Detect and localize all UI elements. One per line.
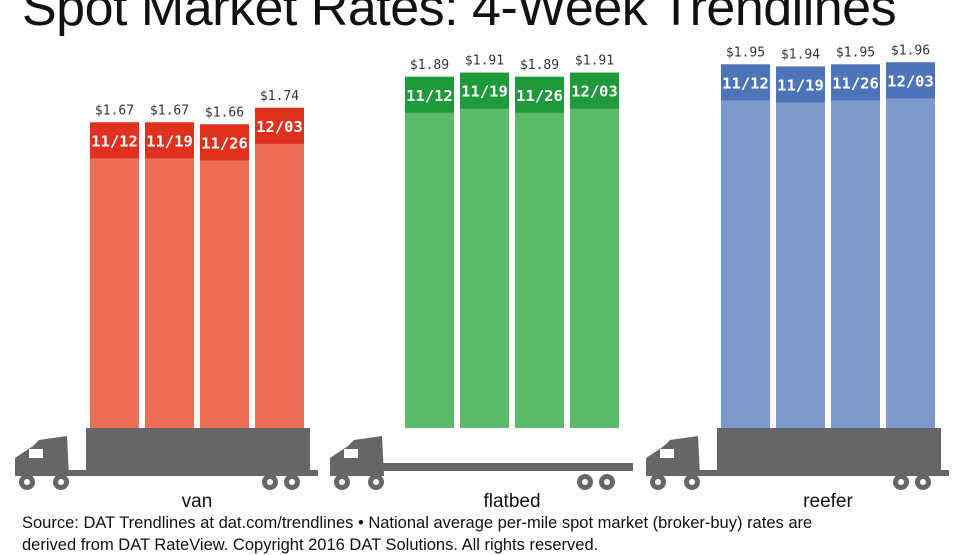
van-date-label: 12/03 (256, 118, 303, 136)
reefer-chassis-icon (696, 470, 949, 476)
reefer-bar-date-box (721, 64, 770, 101)
van-bar-date-box (200, 124, 249, 161)
reefer-value-label: $1.95 (726, 45, 765, 60)
van-bar-11-12 (90, 122, 139, 428)
flatbed-bar-12-03 (570, 72, 619, 428)
flatbed-bar-date-box (515, 76, 564, 113)
van-date-label: 11/19 (146, 132, 193, 150)
van-date-label: 11/12 (91, 132, 138, 150)
reefer-bar-12-03 (886, 62, 935, 428)
reefer-date-label: 11/19 (777, 76, 824, 94)
reefer-date-label: 11/12 (722, 74, 769, 92)
van-value-label: $1.66 (205, 105, 244, 120)
reefer-bar-11-12 (721, 64, 770, 428)
flatbed-bar-date-box (460, 72, 509, 109)
van-value-label: $1.67 (150, 103, 189, 118)
flatbed-bar-date-box (570, 72, 619, 109)
reefer-bar-date-box (776, 66, 825, 103)
flatbed-bar-11-12 (405, 76, 454, 429)
reefer-date-label: 12/03 (887, 72, 934, 90)
reefer-hub-icon (689, 479, 695, 485)
van-value-label: $1.74 (260, 89, 299, 104)
flatbed-bar-date-box (405, 76, 454, 113)
chart-title: Spot Market Rates: 4-Week Trendlines (22, 0, 897, 37)
reefer-value-label: $1.95 (836, 45, 875, 60)
flatbed-hub-icon (373, 479, 379, 485)
source-note-line-1: Source: DAT Trendlines at dat.com/trendl… (22, 514, 813, 532)
flatbed-deck-icon (380, 463, 633, 471)
flatbed-date-label: 11/26 (516, 87, 563, 105)
flatbed-value-label: $1.89 (520, 58, 559, 73)
van-bar-date-box (145, 122, 194, 159)
flatbed-hub-icon (604, 479, 610, 485)
flatbed-date-label: 12/03 (571, 83, 618, 101)
flatbed-value-label: $1.89 (410, 58, 449, 73)
van-chassis-icon (65, 470, 318, 476)
reefer-hub-icon (655, 479, 661, 485)
reefer-date-label: 11/26 (832, 74, 879, 92)
flatbed-value-label: $1.91 (465, 54, 504, 69)
reefer-trailer-icon (717, 428, 941, 472)
van-date-label: 11/26 (201, 134, 248, 152)
reefer-value-label: $1.94 (781, 47, 820, 62)
van-hub-icon (267, 479, 273, 485)
van-value-label: $1.67 (95, 103, 134, 118)
reefer-bar-date-box (831, 64, 880, 101)
reefer-bar-date-box (886, 62, 935, 99)
flatbed-truck-window-icon (344, 449, 358, 458)
van-category-label: van (182, 491, 213, 512)
van-bar-date-box (90, 122, 139, 159)
flatbed-hub-icon (339, 479, 345, 485)
reefer-hub-icon (920, 479, 926, 485)
reefer-category-label: reefer (803, 491, 853, 512)
van-hub-icon (58, 479, 64, 485)
van-bar-date-box (255, 107, 304, 144)
van-bar-12-03 (255, 107, 304, 428)
flatbed-bar-11-26 (515, 76, 564, 429)
van-truck-window-icon (29, 449, 43, 458)
source-note-line-2: derived from DAT RateView. Copyright 201… (22, 536, 599, 554)
flatbed-value-label: $1.91 (575, 54, 614, 69)
reefer-truck-window-icon (660, 449, 674, 458)
flatbed-hub-icon (582, 479, 588, 485)
van-hub-icon (24, 479, 30, 485)
flatbed-bar-11-19 (460, 72, 509, 428)
reefer-bar-11-19 (776, 66, 825, 429)
reefer-hub-icon (898, 479, 904, 485)
flatbed-category-label: flatbed (483, 491, 540, 512)
flatbed-date-label: 11/19 (461, 83, 508, 101)
van-bar-11-19 (145, 122, 194, 428)
van-bar-11-26 (200, 124, 249, 428)
reefer-bar-11-26 (831, 64, 880, 428)
reefer-value-label: $1.96 (891, 43, 930, 58)
van-hub-icon (289, 479, 295, 485)
flatbed-date-label: 11/12 (406, 87, 453, 105)
van-trailer-icon (86, 428, 310, 472)
